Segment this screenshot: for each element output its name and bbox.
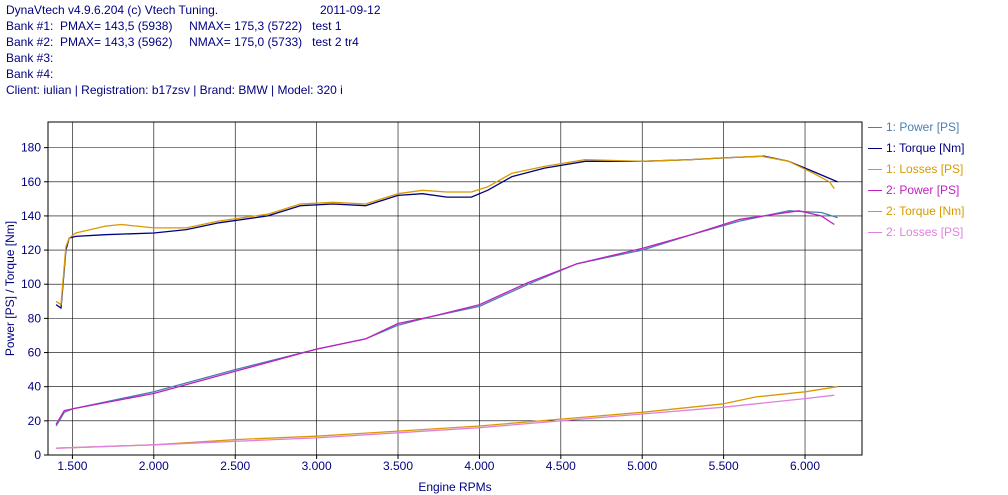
legend-label: 2: Losses [PS] [886,225,964,239]
x-tick-label: 5.000 [627,459,657,473]
legend-swatch [868,127,882,129]
x-tick-label: 2.000 [139,459,169,473]
y-tick-label: 60 [28,346,42,360]
y-tick-label: 140 [21,209,41,223]
legend-item-4: 2: Power [PS] [868,183,959,197]
y-tick-label: 0 [34,448,41,462]
x-tick-label: 2.500 [220,459,250,473]
y-tick-label: 40 [28,380,42,394]
legend-swatch [868,148,882,150]
y-tick-label: 160 [21,175,41,189]
series-line-4 [55,210,835,425]
x-axis-label: Engine RPMs [418,480,491,494]
legend-label: 1: Losses [PS] [886,162,964,176]
x-tick-label: 1.500 [57,459,87,473]
legend-label: 2: Power [PS] [886,183,960,197]
app-title: DynaVtech v4.9.6.204 (c) Vtech Tuning. [6,3,219,17]
client-info: Client: iulian | Registration: b17zsv | … [6,83,343,97]
bank4-summary: Bank #4: [6,67,54,81]
series-line-5 [55,155,835,306]
y-axis-label: Power [PS] / Torque [Nm] [3,221,17,356]
legend-swatch [868,232,882,234]
bank3-summary: Bank #3: [6,51,54,65]
legend-item-6: 2: Losses [PS] [868,225,963,239]
test-date: 2011-09-12 [320,3,381,17]
legend-item-3: 1: Losses [PS] [868,162,963,176]
series-line-6 [56,394,835,449]
x-tick-label: 4.500 [546,459,576,473]
y-tick-label: 20 [28,414,42,428]
y-tick-label: 80 [28,311,42,325]
x-tick-label: 3.500 [383,459,413,473]
legend-label: 2: Torque [Nm] [886,204,965,218]
x-tick-label: 3.000 [302,459,332,473]
x-tick-label: 6.000 [790,459,820,473]
series-line-1 [55,210,838,427]
y-tick-label: 100 [21,277,41,291]
legend-item-5: 2: Torque [Nm] [868,204,964,218]
y-tick-label: 180 [21,141,41,155]
bank1-summary: Bank #1: PMAX= 143,5 (5938) NMAX= 175,3 … [6,19,342,33]
plot-area [47,121,863,456]
legend-item-1: 1: Power [PS] [868,120,959,134]
legend-item-2: 1: Torque [Nm] [868,141,964,155]
legend-label: 1: Torque [Nm] [886,141,965,155]
legend-swatch [868,190,882,192]
bank2-summary: Bank #2: PMAX= 143,3 (5962) NMAX= 175,0 … [6,35,359,49]
legend-label: 1: Power [PS] [886,120,960,134]
series-line-3 [56,386,838,449]
legend-swatch [868,211,882,213]
legend-swatch [868,169,882,171]
y-tick-label: 120 [21,243,41,257]
x-tick-label: 5.500 [709,459,739,473]
x-tick-label: 4.000 [464,459,494,473]
